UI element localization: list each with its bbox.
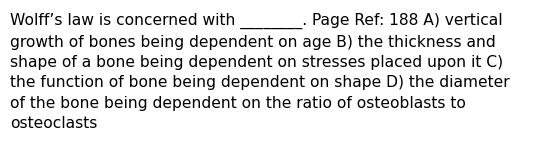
Text: Wolff’s law is concerned with ________. Page Ref: 188 A) vertical
growth of bone: Wolff’s law is concerned with ________. … [10,13,509,131]
